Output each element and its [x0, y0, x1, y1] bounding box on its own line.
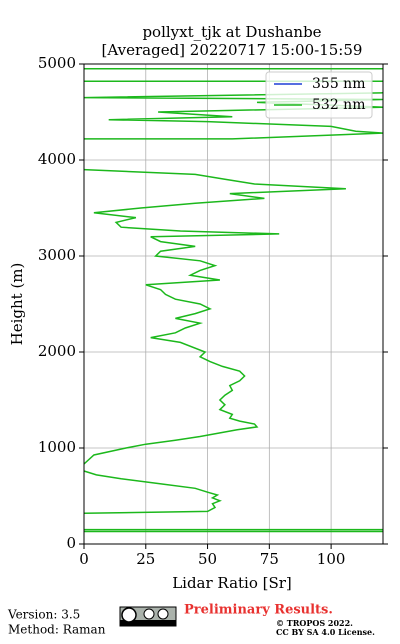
y-tick-label: 3000: [38, 246, 76, 264]
x-tick-label: 0: [79, 550, 89, 568]
x-tick-label: 50: [198, 550, 217, 568]
copyright: © TROPOS 2022.: [276, 618, 353, 628]
x-tick-label: 75: [260, 550, 279, 568]
y-axis-label: Height (m): [8, 263, 26, 346]
x-tick-label: 25: [136, 550, 155, 568]
y-tick-label: 2000: [38, 342, 76, 360]
legend-label: 532 nm: [312, 97, 365, 113]
version: Version: 3.5: [7, 608, 80, 622]
y-tick-label: 0: [66, 534, 76, 552]
license: CC BY SA 4.0 License.: [276, 627, 375, 637]
chart-title: pollyxt_tjk at Dushanbe: [142, 23, 321, 41]
chart-subtitle: [Averaged] 20220717 15:00-15:59: [102, 41, 363, 59]
legend-label: 355 nm: [312, 76, 365, 92]
status: Preliminary Results.: [184, 603, 333, 618]
x-axis-label: Lidar Ratio [Sr]: [172, 574, 292, 592]
data-line: [83, 68, 384, 533]
cc-logo: [119, 606, 177, 627]
axes-frame: [83, 63, 384, 545]
y-tick-label: 4000: [38, 150, 76, 168]
x-tick-label: 100: [317, 550, 346, 568]
y-tick-label: 5000: [38, 54, 76, 72]
method: Method: Raman: [8, 623, 106, 637]
y-tick-label: 1000: [38, 438, 76, 456]
